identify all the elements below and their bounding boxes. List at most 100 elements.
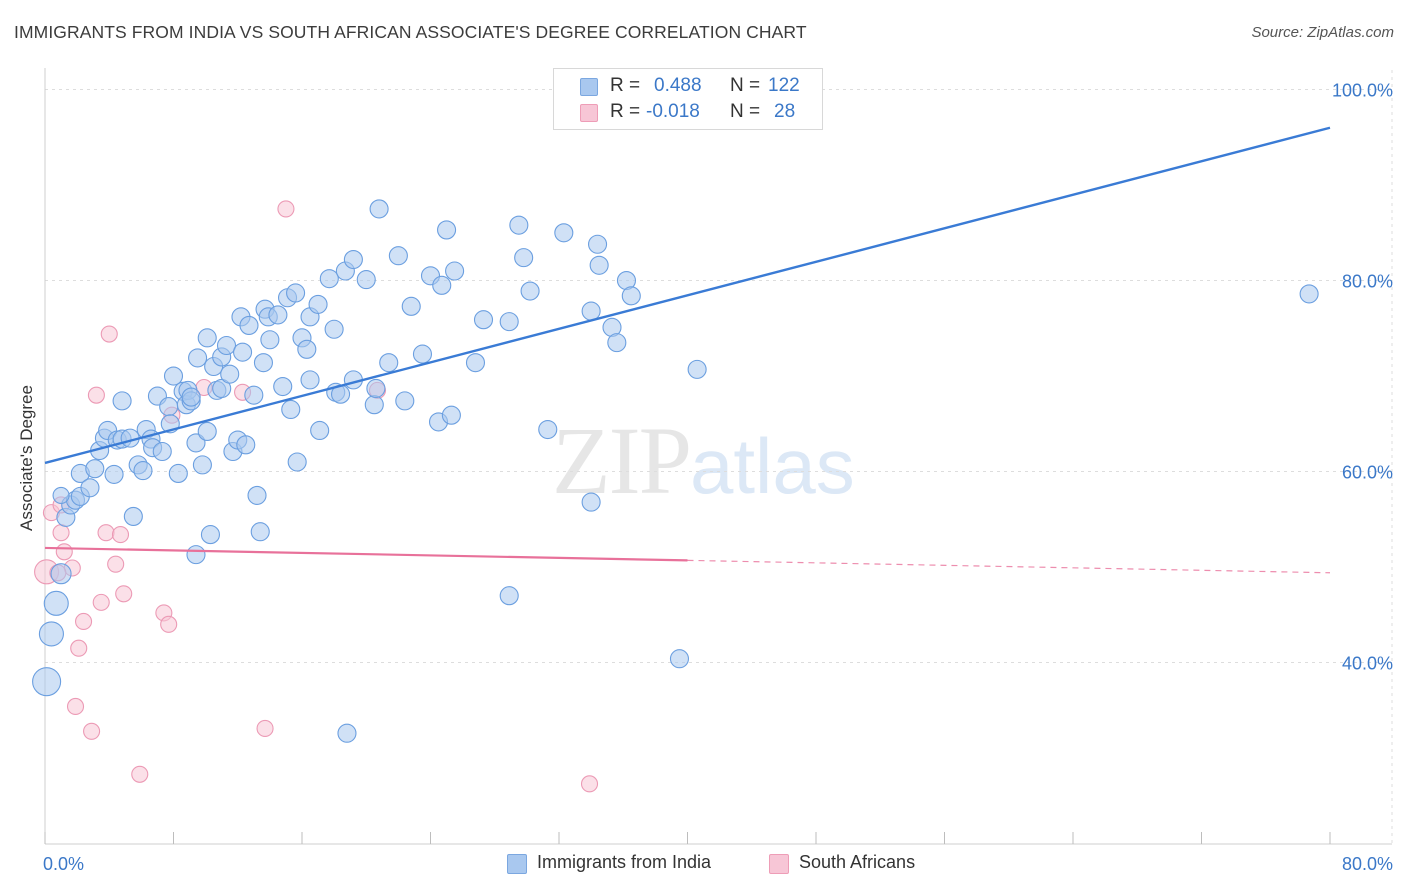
data-point-india	[337, 723, 357, 743]
data-point-india	[268, 305, 288, 325]
trend-line-india	[44, 126, 1331, 465]
data-point-india	[369, 199, 389, 219]
source-credit: Source: ZipAtlas.com	[1251, 24, 1394, 41]
data-point-south-africans	[256, 719, 274, 737]
legend-n-label: N =	[730, 101, 761, 122]
data-point-india	[445, 261, 465, 281]
data-point-india	[220, 364, 240, 384]
data-point-india	[247, 485, 267, 505]
data-point-south-africans	[131, 765, 149, 783]
y-tick-label: 80.0%	[1342, 272, 1393, 292]
data-point-india	[343, 249, 363, 270]
trend-line-south-africans-extrapolated	[687, 559, 1331, 574]
data-point-south-africans	[111, 526, 130, 544]
data-point-india	[159, 397, 179, 417]
watermark-atlas: atlas	[690, 422, 855, 510]
bottom-legend-swatch-south-africans	[769, 854, 789, 874]
data-point-india	[216, 335, 237, 356]
data-point-india	[538, 419, 558, 440]
legend-r-value: -0.018	[646, 101, 700, 122]
data-point-india	[364, 395, 384, 415]
data-point-india	[80, 478, 100, 498]
data-point-india	[499, 586, 519, 606]
watermark: ZIPatlas	[552, 405, 855, 516]
data-point-india	[324, 319, 344, 339]
data-point-india	[300, 370, 320, 390]
data-point-india	[197, 421, 217, 441]
data-point-india	[388, 246, 408, 266]
data-point-india	[43, 590, 69, 616]
bottom-legend-swatch-india	[507, 854, 527, 874]
legend-r-label: R =	[610, 75, 641, 96]
axis-layer	[44, 68, 1392, 845]
grid-layer	[45, 70, 1393, 844]
data-point-india	[499, 312, 519, 332]
data-point-india	[152, 441, 172, 462]
x-tick-label: 80.0%	[1342, 854, 1393, 874]
data-point-india	[589, 255, 609, 275]
data-point-india	[32, 667, 62, 697]
data-point-india	[50, 563, 72, 585]
data-point-india	[197, 328, 217, 348]
data-point-india	[260, 330, 280, 350]
data-point-india	[520, 281, 540, 301]
legend-swatch-south-africans	[580, 104, 598, 122]
data-point-india	[200, 525, 220, 545]
data-point-india	[236, 435, 256, 455]
chart-title: IMMIGRANTS FROM INDIA VS SOUTH AFRICAN A…	[14, 22, 807, 42]
x-tick-label: 0.0%	[43, 854, 84, 874]
legend-r-label: R =	[610, 101, 641, 122]
data-point-south-africans	[115, 585, 133, 603]
data-point-south-africans	[580, 775, 599, 793]
data-point-india	[379, 353, 399, 373]
data-point-india	[186, 433, 206, 453]
south-africans-points	[34, 200, 599, 793]
data-point-india	[621, 286, 641, 306]
data-point-india	[473, 310, 494, 330]
data-point-south-africans	[55, 543, 73, 561]
data-point-india	[244, 385, 264, 405]
data-point-india	[212, 378, 232, 399]
data-point-india	[401, 296, 421, 316]
india-points	[32, 199, 1319, 743]
data-point-india	[186, 545, 206, 565]
data-point-india	[581, 492, 601, 512]
data-point-india	[465, 353, 486, 373]
data-point-india	[554, 223, 574, 243]
data-point-south-africans	[97, 524, 115, 542]
data-point-india	[239, 315, 259, 335]
data-point-india	[123, 506, 143, 526]
watermark-zip: ZIP	[552, 407, 692, 514]
data-point-india	[1299, 284, 1319, 304]
tick-labels: 40.0% 60.0% 80.0% 100.0% 0.0% 80.0%	[43, 81, 1393, 874]
data-point-india	[52, 486, 70, 504]
data-point-india	[587, 234, 608, 254]
data-point-south-africans	[83, 722, 101, 740]
y-tick-label: 100.0%	[1332, 81, 1393, 101]
data-point-india	[441, 405, 461, 425]
stats-legend: R = 0.488 N = 122 R = -0.018 N = 28	[553, 68, 823, 130]
legend-r-value: 0.488	[654, 75, 702, 96]
data-point-india	[687, 359, 707, 379]
data-point-india	[310, 420, 330, 441]
data-point-india	[104, 464, 124, 484]
data-point-india	[168, 463, 188, 484]
data-point-india	[581, 301, 601, 321]
trend-lines	[44, 126, 1331, 574]
data-point-india	[297, 339, 317, 359]
legend-n-label: N =	[730, 75, 761, 96]
data-point-india	[286, 283, 306, 303]
data-point-india	[253, 353, 274, 373]
data-point-south-africans	[75, 612, 93, 631]
legend-n-value: 122	[768, 75, 800, 96]
trend-line-south-africans	[44, 546, 688, 562]
data-point-south-africans	[107, 555, 125, 573]
data-point-india	[133, 461, 153, 481]
data-point-india	[669, 649, 690, 669]
data-point-india	[412, 344, 433, 364]
data-point-india	[356, 270, 376, 290]
data-point-south-africans	[87, 386, 105, 404]
y-tick-label: 40.0%	[1342, 654, 1393, 674]
data-point-south-africans	[100, 325, 118, 343]
